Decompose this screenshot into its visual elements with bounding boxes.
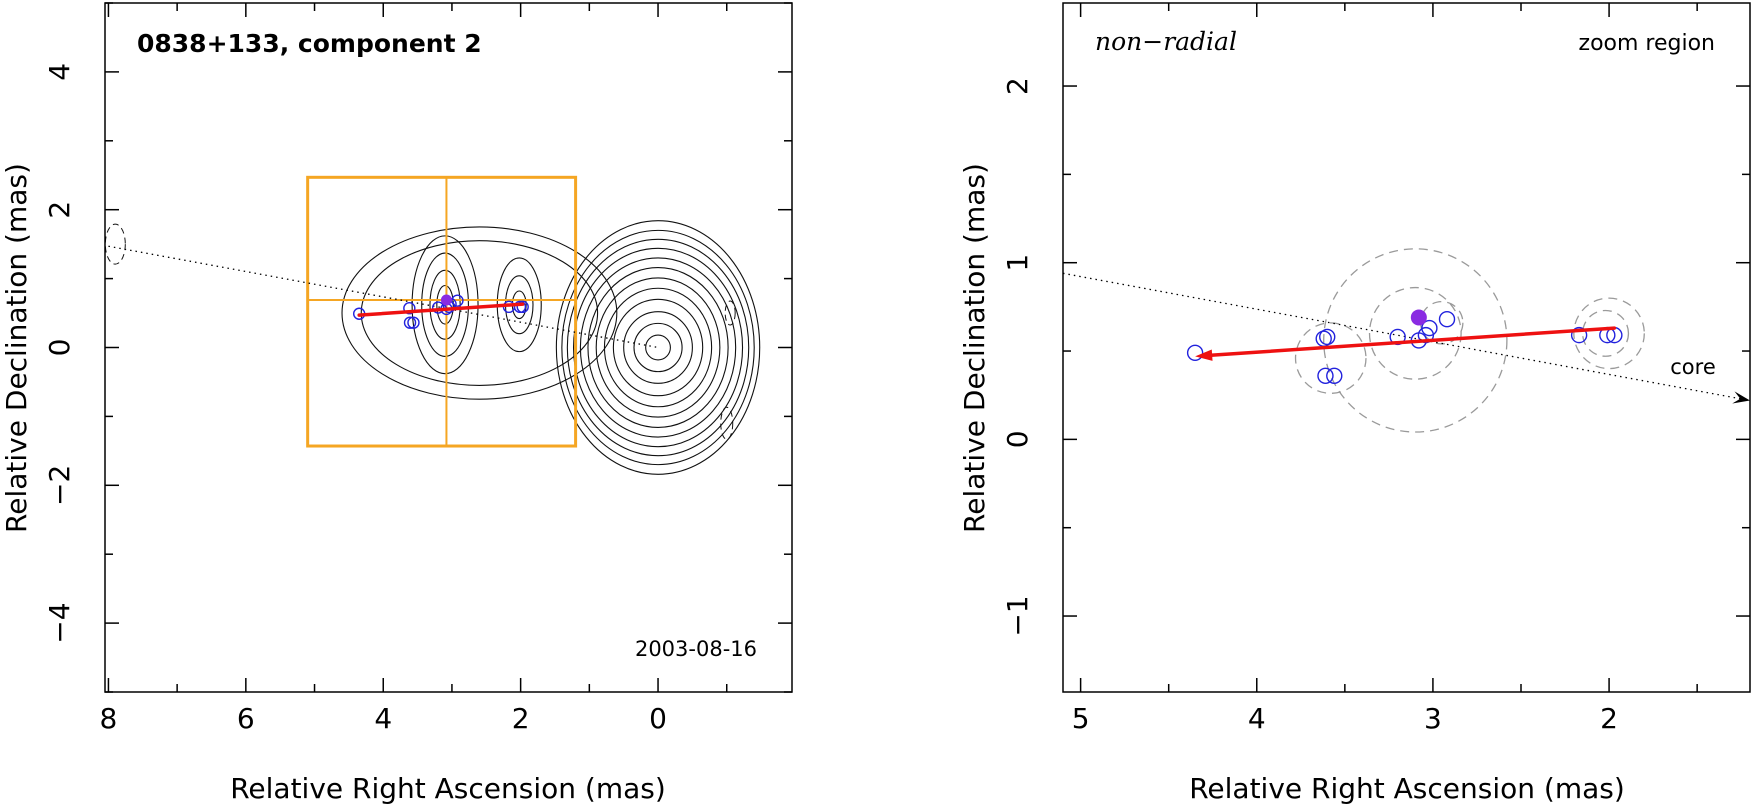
error-circle <box>1323 248 1508 433</box>
right-y-axis-label: Relative Declination (mas) <box>958 163 991 533</box>
contour-line <box>411 235 479 375</box>
component-marker <box>1186 344 1204 361</box>
error-circle <box>1294 322 1367 394</box>
contour-line <box>645 334 671 361</box>
y-tick-label: 2 <box>43 201 76 219</box>
contour-line <box>587 267 729 428</box>
zoom-region-label: zoom region <box>1579 31 1715 56</box>
error-circle <box>1368 286 1462 380</box>
right-panel: 5 4 3 2 2 1 0 −1 non−radial zoom region core R… <box>958 2 1751 805</box>
contour-line <box>633 322 683 373</box>
negative-contour <box>724 300 736 326</box>
left-y-axis-label: Relative Declination (mas) <box>0 163 33 533</box>
y-tick-label: −1 <box>1001 595 1034 636</box>
left-plot-frame <box>104 2 793 693</box>
contour-line <box>341 226 618 400</box>
contour-line <box>603 287 713 408</box>
component-marker <box>1326 367 1343 384</box>
mean-position-marker <box>440 294 452 306</box>
contour-line <box>612 298 704 397</box>
radial-direction-line <box>1062 272 1751 404</box>
y-tick-label: 0 <box>1001 430 1034 448</box>
trajectory-arrow <box>357 302 525 317</box>
contour-line <box>561 229 755 466</box>
x-tick-label: 5 <box>1072 702 1090 735</box>
contour-map <box>104 220 761 475</box>
y-tick-label: 2 <box>1001 77 1034 95</box>
zoom-box-outline <box>306 175 578 448</box>
left-axes-ticks <box>105 2 792 693</box>
x-tick-label: 6 <box>237 702 255 735</box>
x-tick-label: 2 <box>512 702 530 735</box>
left-panel: 8 6 4 2 0 4 2 0 −2 −4 0838+133, component 2 2003… <box>0 2 793 805</box>
y-tick-label: 0 <box>43 339 76 357</box>
negative-contour <box>104 223 126 265</box>
mean-position-marker <box>1410 309 1427 326</box>
component-marker <box>403 316 417 329</box>
contour-line <box>623 311 693 384</box>
non-radial-label: non−radial <box>1095 27 1237 56</box>
component-marker <box>1317 367 1334 384</box>
component-marker <box>451 294 464 307</box>
x-tick-label: 4 <box>374 702 392 735</box>
contour-line <box>555 220 761 475</box>
contour-line <box>360 240 599 386</box>
right-x-tick-labels: 5 4 3 2 <box>1072 702 1618 735</box>
trajectory-line <box>357 302 525 317</box>
contour-line <box>572 247 744 448</box>
contour-line <box>579 257 737 438</box>
left-y-tick-labels: 4 2 0 −2 −4 <box>43 63 76 644</box>
x-tick-label: 0 <box>649 702 667 735</box>
left-chart-title: 0838+133, component 2 <box>137 29 482 58</box>
left-x-axis-label: Relative Right Ascension (mas) <box>230 772 666 805</box>
component-marker <box>1570 326 1588 344</box>
x-tick-label: 3 <box>1424 702 1442 735</box>
component-marker <box>1438 311 1456 328</box>
observation-date: 2003-08-16 <box>635 637 757 661</box>
right-x-axis-label: Relative Right Ascension (mas) <box>1189 772 1625 805</box>
contour-line <box>566 238 750 457</box>
core-arrowhead <box>1732 391 1750 404</box>
y-tick-label: −4 <box>43 602 76 643</box>
trajectory-arrowhead <box>1195 349 1213 361</box>
right-plot-frame <box>1062 2 1751 693</box>
component-marker <box>407 316 420 329</box>
negative-contour <box>720 406 734 440</box>
y-tick-label: −2 <box>43 465 76 506</box>
core-label: core <box>1670 355 1716 379</box>
error-circle <box>1573 297 1645 370</box>
right-y-tick-labels: 2 1 0 −1 <box>1001 77 1034 637</box>
y-tick-label: 4 <box>43 63 76 81</box>
error-circles <box>1294 248 1645 433</box>
y-tick-label: 1 <box>1001 254 1034 272</box>
right-axes-ticks <box>1063 3 1750 692</box>
component-marker <box>516 300 529 314</box>
radial-line <box>1062 272 1751 402</box>
component-marker <box>1421 319 1438 337</box>
left-x-tick-labels: 8 6 4 2 0 <box>100 702 667 735</box>
x-tick-label: 8 <box>100 702 118 735</box>
component-positions <box>1186 309 1623 384</box>
contour-line <box>595 277 721 418</box>
component-marker <box>1319 328 1336 346</box>
x-tick-label: 4 <box>1248 702 1266 735</box>
x-tick-label: 2 <box>1600 702 1618 735</box>
trajectory-arrow <box>1195 326 1617 361</box>
trajectory-line <box>1203 326 1617 358</box>
component-marker <box>403 302 416 315</box>
contour-line <box>421 252 469 358</box>
error-circle <box>1582 309 1630 357</box>
component-positions <box>352 294 529 329</box>
